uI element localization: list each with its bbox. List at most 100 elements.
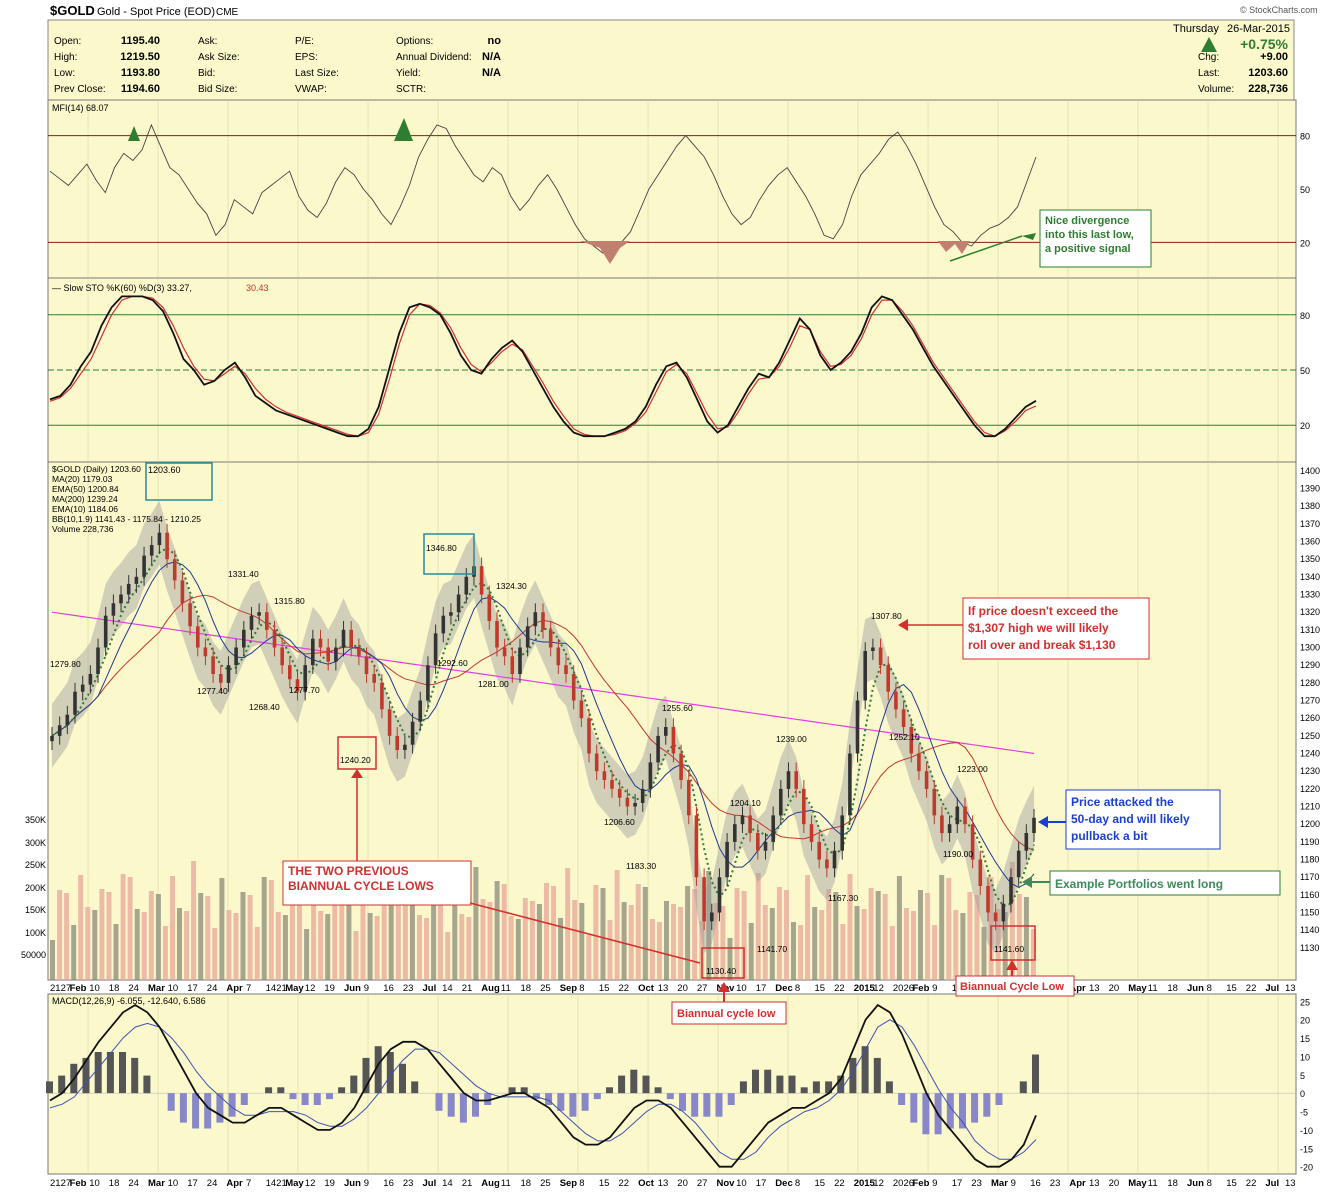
volume-bar	[480, 899, 486, 980]
x-axis-label: 15	[815, 1178, 826, 1189]
volume-bar	[184, 911, 190, 980]
mfi-tick: 20	[1300, 238, 1310, 248]
volume-bar	[282, 915, 288, 980]
candle-body	[725, 841, 729, 878]
candle-body	[80, 684, 85, 692]
change-percent: +0.75%	[1240, 36, 1288, 52]
candle-body	[901, 709, 906, 727]
x-axis-label: 23	[403, 1178, 414, 1189]
candle-body	[1001, 903, 1006, 922]
price-annotation: 1279.80	[50, 659, 81, 669]
sto-legend-d: 30.43	[246, 283, 269, 293]
volume-bar	[155, 894, 161, 980]
x-axis-label: Aug	[481, 1178, 500, 1189]
quote-value: 1194.60	[121, 83, 160, 95]
x-axis-label: 17	[756, 1178, 767, 1189]
volume-bar	[593, 885, 599, 980]
candle-body	[203, 647, 208, 657]
price-tick: 1320	[1300, 607, 1320, 617]
candle-body	[426, 665, 430, 701]
macd-histogram-bar	[106, 1052, 114, 1094]
quote-label: Open:	[54, 36, 81, 47]
price-tick: 1350	[1300, 554, 1320, 564]
price-tick: 1140	[1300, 925, 1319, 935]
macd-histogram-bar	[983, 1093, 991, 1117]
candle-body	[73, 691, 77, 715]
x-axis-label: 7	[246, 1178, 251, 1189]
volume-bar	[212, 928, 218, 980]
candle-body	[464, 576, 469, 595]
macd-tick: 0	[1300, 1089, 1305, 1099]
biannual-low-2-text: Biannual Cycle Low	[960, 981, 1064, 993]
x-axis-label: 19	[324, 983, 335, 994]
x-axis-label: 24	[128, 983, 139, 994]
candle-body	[1016, 850, 1021, 878]
biannual-low-2-box	[955, 975, 1075, 997]
candle-body	[341, 629, 346, 648]
macd-histogram-bar	[606, 1087, 613, 1094]
macd-histogram-bar	[800, 1087, 808, 1094]
candle-body	[387, 709, 392, 736]
quote-label: SCTR:	[396, 84, 426, 95]
volume-bar	[289, 894, 295, 980]
candle-body	[809, 824, 814, 842]
macd-histogram-bar	[313, 1093, 321, 1105]
volume-tick: 300K	[25, 838, 46, 848]
macd-histogram-bar	[557, 1093, 565, 1111]
portfolio-callout-box	[1049, 870, 1281, 896]
mfi-oversold-fill	[580, 241, 630, 264]
quote-label: Options:	[396, 36, 433, 47]
price-annotation: 1190.00	[943, 849, 973, 859]
macd-histogram-bar	[849, 1057, 857, 1094]
candle-body	[288, 665, 292, 680]
macd-histogram-bar	[642, 1075, 650, 1094]
candle-body	[142, 555, 146, 577]
candle-body	[257, 612, 261, 616]
sto-k-line	[49, 295, 1037, 438]
macd-tick: 15	[1300, 1034, 1310, 1044]
volume-bar	[889, 926, 895, 980]
candle-body	[502, 647, 507, 657]
x-axis-label: 11	[501, 1178, 511, 1189]
price-annotation: 1240.20	[340, 755, 371, 765]
volume-bar	[748, 923, 754, 980]
ma200-line	[51, 611, 1035, 755]
macd-histogram-bar	[618, 1075, 626, 1094]
mfi-tick: 80	[1300, 132, 1310, 142]
x-axis-label: 2015	[854, 1178, 876, 1189]
candle-body	[219, 674, 223, 683]
volume-bar	[558, 918, 564, 980]
volume-bar	[833, 892, 839, 980]
volume-bar	[226, 910, 232, 980]
candle-body	[242, 629, 246, 648]
mfi-callout-text: a positive signal	[1045, 243, 1131, 255]
macd-histogram-bar	[630, 1069, 638, 1094]
candle-body	[50, 735, 54, 742]
volume-bar	[621, 902, 627, 980]
candle-body	[594, 753, 599, 772]
macd-histogram-bar	[362, 1057, 370, 1094]
x-axis-label: 2127	[50, 983, 71, 994]
volume-bar	[911, 911, 916, 980]
x-axis-label: 13	[658, 1178, 669, 1189]
quote-columns: Open: 1195.40 High: 1219.50 Low: 1193.80 Prev …	[54, 35, 1288, 95]
volume-bar	[381, 895, 387, 980]
macd-tick: -10	[1300, 1126, 1313, 1136]
quote-value: 1195.40	[121, 35, 160, 47]
candle-body	[894, 691, 898, 710]
candle-body	[456, 594, 461, 613]
volume-bar	[113, 924, 119, 980]
quote-value: N/A	[482, 67, 501, 79]
x-axis-label: 23	[403, 983, 414, 994]
x-axis-label: 18	[109, 1178, 120, 1189]
attack-callout-box	[1065, 789, 1221, 850]
volume-bar	[409, 883, 415, 980]
x-axis-label: 1421	[266, 1178, 287, 1189]
quote-label: Ask:	[198, 36, 217, 47]
low-box	[990, 925, 1036, 961]
volume-bar	[311, 879, 317, 980]
candle-body	[794, 771, 798, 789]
volume-bar	[565, 868, 571, 980]
mfi-callout-text: into this last low,	[1045, 229, 1134, 241]
